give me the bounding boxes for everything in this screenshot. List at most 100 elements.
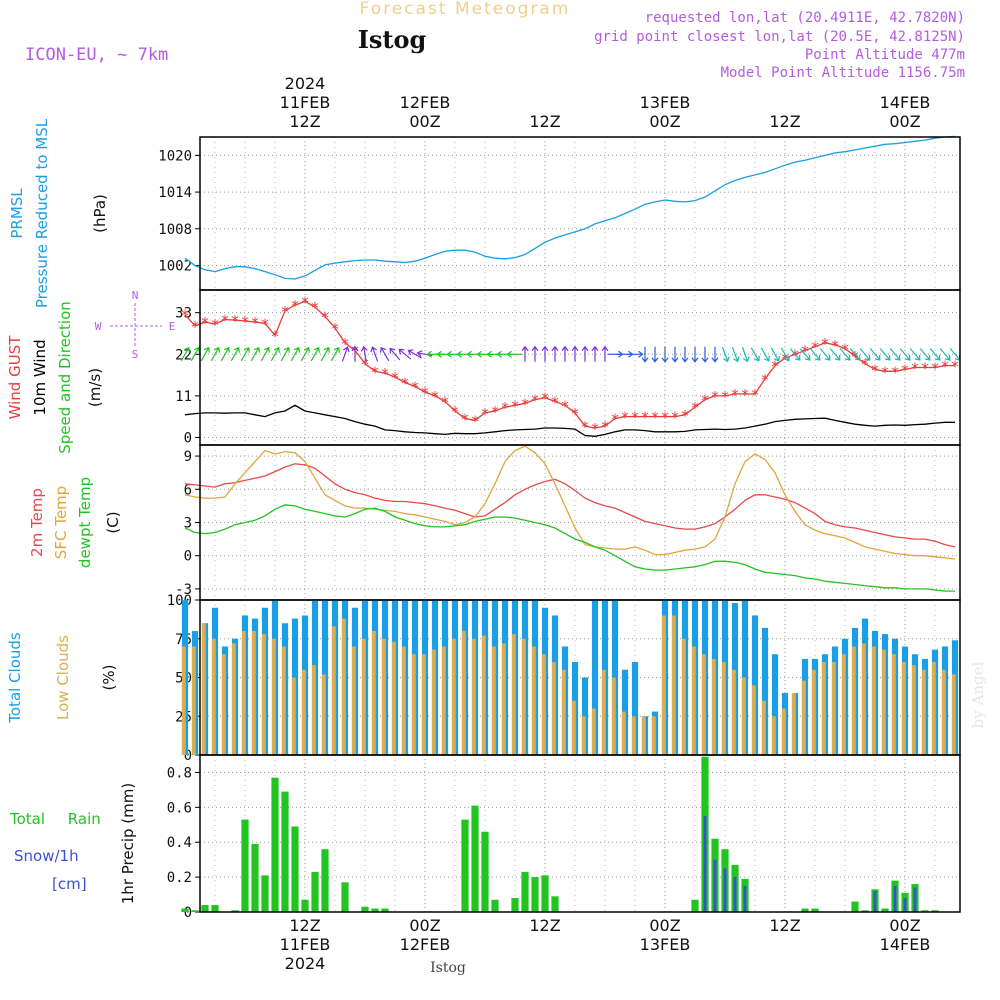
wind-unit: (m/s) xyxy=(86,368,104,407)
low-cloud-bar xyxy=(541,654,546,755)
gust-marker: * xyxy=(510,397,519,415)
rain-bar xyxy=(311,871,319,912)
credit-watermark: by Angel xyxy=(969,661,987,728)
wind-arrow xyxy=(521,345,529,362)
low-cloud-bar xyxy=(731,669,736,755)
gust-marker: * xyxy=(770,358,779,376)
gust-marker: * xyxy=(730,386,739,404)
low-cloud-bar xyxy=(341,618,346,755)
y-tick-label: 0 xyxy=(184,430,192,446)
gust-marker: * xyxy=(270,327,279,345)
top-axis-label: 00Z xyxy=(889,112,920,131)
wind-arrow xyxy=(701,346,709,363)
low-cloud-bar xyxy=(221,654,226,755)
gust-marker: * xyxy=(520,395,529,413)
rain-bar xyxy=(301,899,309,912)
wind-arrow xyxy=(799,348,811,361)
gust-marker: * xyxy=(900,361,909,379)
gust-marker: * xyxy=(500,399,509,417)
low-cloud-bar xyxy=(421,654,426,755)
rain-bar xyxy=(231,910,239,912)
gust-marker: * xyxy=(680,407,689,425)
top-axis-label: 2024 xyxy=(285,74,326,93)
wind-arrow xyxy=(250,346,260,362)
wind-arrow xyxy=(809,348,821,361)
rain-bar xyxy=(271,777,279,912)
gust-marker: * xyxy=(660,409,669,427)
wind-arrow xyxy=(671,346,679,363)
gust-marker: * xyxy=(850,348,859,366)
wind-arrow xyxy=(939,348,951,361)
low-cloud-bar xyxy=(881,649,886,755)
gust-marker: * xyxy=(600,418,609,436)
compass-e: E xyxy=(169,320,176,333)
low-cloud-bar xyxy=(561,669,566,755)
wind-arrow xyxy=(681,346,689,363)
low-cloud-bar xyxy=(281,646,286,755)
temp-sfc-label: SFC Temp xyxy=(52,486,70,559)
gust-marker: * xyxy=(630,409,639,427)
gust-marker: * xyxy=(180,307,189,325)
wind-arrow xyxy=(760,347,770,362)
gust-marker: * xyxy=(300,293,309,311)
low-cloud-bar xyxy=(471,638,476,755)
wind-arrow xyxy=(661,346,669,363)
rain-bar xyxy=(281,791,289,912)
gust-marker: * xyxy=(440,394,449,412)
gust-marker: * xyxy=(240,313,249,331)
low-cloud-bar xyxy=(821,662,826,755)
gust-marker: * xyxy=(540,390,549,408)
total-cloud-bar xyxy=(771,654,779,755)
wind-arrow xyxy=(651,346,659,363)
low-cloud-bar xyxy=(811,669,816,755)
top-axis-label: 12Z xyxy=(289,112,320,131)
wind-arrow xyxy=(899,348,911,361)
low-cloud-bar xyxy=(391,641,396,755)
low-cloud-bar xyxy=(681,638,686,755)
gust-marker: * xyxy=(930,360,939,378)
low-cloud-bar xyxy=(871,646,876,755)
gust-marker: * xyxy=(560,397,569,415)
low-cloud-bar xyxy=(511,634,516,755)
low-cloud-bar xyxy=(921,669,926,755)
wind-arrow xyxy=(330,346,340,362)
low-cloud-bar xyxy=(441,646,446,755)
wind-arrow xyxy=(341,346,350,362)
rain-bar xyxy=(801,908,809,912)
y-tick-label: 0.8 xyxy=(167,765,192,781)
gust-marker: * xyxy=(840,341,849,359)
low-cloud-bar xyxy=(801,680,806,755)
low-cloud-bar xyxy=(431,649,436,755)
wind-arrow xyxy=(407,349,422,359)
gust-marker: * xyxy=(380,365,389,383)
direction-label: Speed and Direction xyxy=(56,301,74,454)
wind-arrow xyxy=(601,345,609,362)
wind-arrow xyxy=(561,345,569,362)
gust-marker: * xyxy=(920,360,929,378)
temperature-panel: -3 0 3 6 9 2m Temp SFC Temp dewpt Temp (C) xyxy=(28,444,961,601)
bottom-axis-label: 12Z xyxy=(289,916,320,935)
low-cloud-bar xyxy=(591,708,596,755)
bottom-axis-label: 00Z xyxy=(409,916,440,935)
gust-marker: * xyxy=(620,409,629,427)
snow-bar xyxy=(733,877,737,912)
pressure-label: Pressure Reduced to MSL xyxy=(33,118,51,308)
low-cloud-bar xyxy=(481,635,486,755)
wind-arrow xyxy=(290,346,300,362)
wind-speed-line xyxy=(184,404,955,437)
gust-marker: * xyxy=(740,386,749,404)
gust-marker: * xyxy=(810,339,819,357)
pressure-line xyxy=(184,135,956,280)
rain-bar xyxy=(361,906,369,912)
gust-marker: * xyxy=(310,299,319,317)
wind-arrow xyxy=(819,348,831,361)
point-altitude: Point Altitude 477m xyxy=(805,47,965,63)
gust-marker: * xyxy=(290,297,299,315)
gust-marker: * xyxy=(640,409,649,427)
low-cloud-label: Low Clouds xyxy=(54,635,72,720)
low-cloud-bar xyxy=(601,669,606,755)
total-cloud-bar xyxy=(631,662,639,755)
temp-unit: (C) xyxy=(104,511,122,533)
